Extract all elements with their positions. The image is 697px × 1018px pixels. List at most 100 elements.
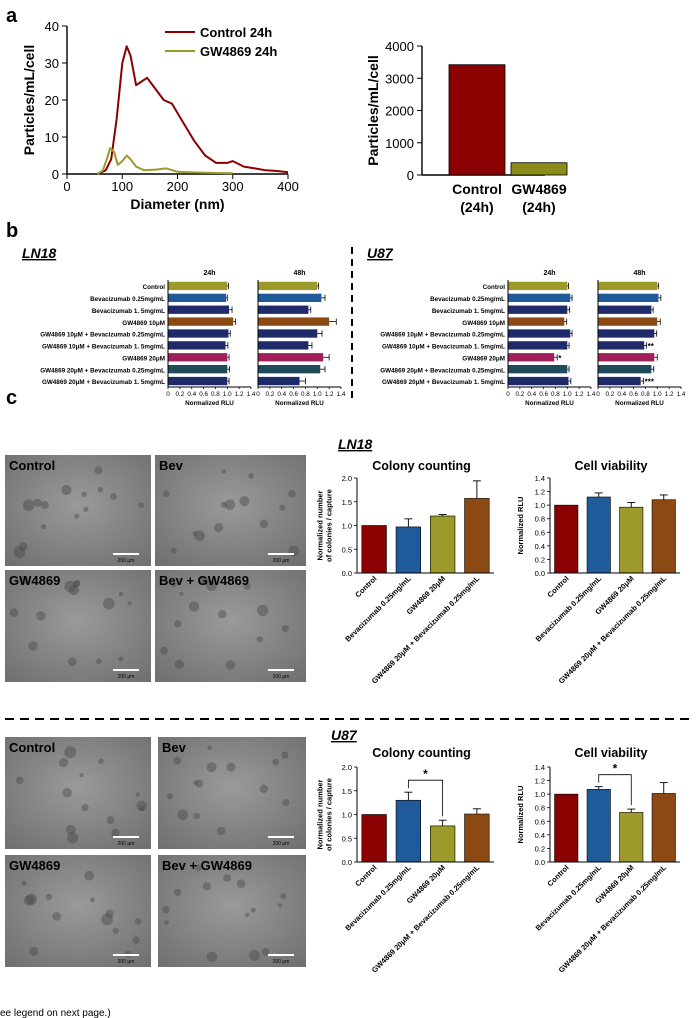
y-axis-label: Normalized number bbox=[316, 490, 325, 560]
x-tick-label: 1.4 bbox=[337, 391, 346, 398]
colony-spot bbox=[106, 816, 115, 825]
x-axis-label: Normalized RLU bbox=[525, 400, 574, 407]
bar-0 bbox=[448, 64, 506, 176]
micrograph-label: Bev + GW4869 bbox=[159, 573, 249, 588]
y-tick-label: 3000 bbox=[385, 71, 414, 86]
x-tick-label: 0 bbox=[596, 391, 600, 398]
y-tick-label: 40 bbox=[45, 19, 59, 34]
y-tick-label: 0.0 bbox=[535, 569, 545, 578]
significance-bracket bbox=[407, 779, 444, 817]
y-tick-label: 0.8 bbox=[535, 515, 545, 524]
bar-3 bbox=[464, 813, 490, 863]
y-tick-label: 1.2 bbox=[535, 488, 545, 497]
colony-spot bbox=[40, 501, 49, 510]
x-tick-label: 0.8 bbox=[211, 391, 220, 398]
hbar-7 bbox=[598, 365, 652, 374]
hbar-1 bbox=[598, 293, 659, 302]
x-tick-label: 0.4 bbox=[187, 391, 196, 398]
micrograph-label: GW4869 bbox=[9, 573, 60, 588]
bar-1 bbox=[510, 162, 568, 176]
hbar-3 bbox=[598, 317, 658, 326]
x-axis-label: Diameter (nm) bbox=[130, 196, 224, 212]
colony-spot bbox=[29, 946, 39, 956]
x-tick-label: 1.2 bbox=[575, 391, 584, 398]
hbar-7 bbox=[258, 365, 321, 374]
hbar-0 bbox=[598, 281, 658, 291]
x-tick-label: 0.4 bbox=[277, 391, 286, 398]
hbar-5 bbox=[258, 341, 309, 350]
category-label: GW4869 20μM + Bevacizumab 1. 5mg/mL bbox=[382, 379, 505, 386]
y-tick-label: 1.4 bbox=[535, 474, 545, 483]
y-axis-label: Normalized RLU bbox=[516, 497, 525, 555]
colony-spot bbox=[236, 879, 246, 889]
x-tick-label: 100 bbox=[111, 179, 133, 194]
cell-line-label-U87: U87 bbox=[331, 727, 358, 743]
category-label: GW4869 20μM + Bevacizumab 0.25mg/mL bbox=[380, 367, 505, 374]
significance-mark: *** bbox=[645, 378, 655, 387]
x-tick-label: 0 bbox=[166, 391, 170, 398]
y-tick-label: 0 bbox=[52, 167, 59, 182]
bar-0 bbox=[361, 814, 387, 863]
colony-spot bbox=[248, 473, 255, 479]
colony-spot bbox=[23, 895, 35, 906]
x-tick-label: 1.4 bbox=[587, 391, 596, 398]
colony-spot bbox=[68, 584, 80, 596]
legend-label-0: Control 24h bbox=[200, 25, 272, 40]
scale-bar-label: 200 μm bbox=[118, 841, 135, 847]
colony-spot bbox=[261, 947, 270, 956]
colony-spot bbox=[135, 792, 140, 797]
y-tick-label: 0.2 bbox=[535, 844, 545, 853]
y-tick-label: 1.2 bbox=[535, 777, 545, 786]
colony-spot bbox=[164, 920, 169, 925]
colony-spot bbox=[64, 746, 77, 759]
cell-line-label-LN18: LN18 bbox=[338, 436, 372, 452]
hbar-5 bbox=[598, 341, 645, 350]
micrograph-label: GW4869 bbox=[9, 858, 60, 873]
x-tick-label: 0.8 bbox=[551, 391, 560, 398]
hbar-8 bbox=[598, 376, 641, 386]
x-tick-label: 0.8 bbox=[641, 391, 650, 398]
colony-spot bbox=[249, 949, 261, 961]
x-tick-label: 0.6 bbox=[629, 391, 638, 398]
category-label: Control bbox=[143, 284, 166, 291]
chart-title: Cell viability bbox=[575, 459, 648, 473]
micrograph-image bbox=[5, 455, 151, 566]
micrographs: Control 200 μm Bev 200 μm GW4869 200 μm Bev + … bbox=[5, 455, 306, 967]
colony-spot bbox=[279, 504, 286, 511]
y-tick-label: 0.6 bbox=[535, 528, 545, 537]
hbar-0 bbox=[258, 281, 318, 291]
y-tick-label: 0.0 bbox=[342, 858, 352, 867]
category-label: Bevacizumab 0.25mg/mL bbox=[343, 863, 413, 933]
y-axis-label: of colonies / capture bbox=[325, 489, 334, 562]
panel-label-c: c bbox=[6, 387, 17, 409]
bar-1 bbox=[586, 789, 611, 863]
colony-spot bbox=[250, 907, 256, 913]
colony-spot bbox=[224, 499, 236, 511]
significance-bracket bbox=[598, 774, 632, 806]
y-tick-label: 4000 bbox=[385, 39, 414, 54]
x-tick-label: 200 bbox=[167, 179, 189, 194]
hbar-4 bbox=[598, 329, 655, 338]
chart-title: Cell viability bbox=[575, 746, 648, 760]
cell-line-label-LN18: LN18 bbox=[22, 245, 56, 261]
hbar-2 bbox=[258, 305, 309, 314]
colony-spot bbox=[134, 918, 142, 925]
hbar-6 bbox=[168, 353, 228, 362]
x-axis-label: Normalized RLU bbox=[185, 400, 234, 407]
colony-spot bbox=[207, 745, 212, 750]
hbar-1 bbox=[168, 293, 227, 302]
panel-label-a: a bbox=[6, 5, 18, 27]
y-tick-label: 0.5 bbox=[342, 545, 352, 554]
colony-spot bbox=[89, 897, 95, 903]
micrograph-image bbox=[5, 570, 151, 682]
y-tick-label: 1.0 bbox=[342, 811, 352, 820]
colony-spot bbox=[179, 591, 184, 596]
category-label: Control bbox=[353, 574, 378, 599]
colony-spot bbox=[73, 580, 80, 588]
category-label: GW4869 10μM bbox=[462, 320, 505, 327]
micrograph-image bbox=[158, 737, 306, 849]
series-line-0 bbox=[96, 45, 289, 175]
colony-spot bbox=[94, 466, 103, 475]
